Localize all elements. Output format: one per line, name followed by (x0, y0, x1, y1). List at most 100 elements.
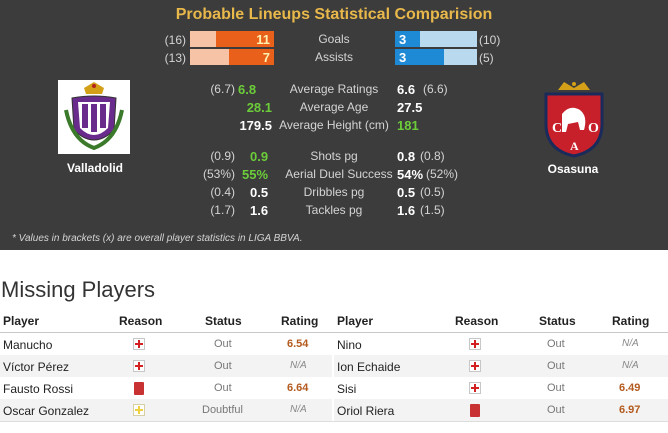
away-tackles-overall: (1.5) (420, 203, 445, 217)
away-assists-bar-bg: 3 (395, 49, 477, 65)
footnote: * Values in brackets (x) are overall pla… (12, 233, 303, 244)
player-name[interactable]: Fausto Rossi (3, 382, 74, 396)
away-shots-overall: (0.8) (420, 149, 445, 163)
away-goals-bar-bg: 3 (395, 31, 477, 47)
red-card-icon (134, 382, 144, 395)
home-dribbles-value: 0.5 (250, 185, 269, 200)
away-goals-bar (395, 31, 420, 47)
player-status: Out (214, 360, 232, 372)
table-row[interactable]: Oriol Riera Out 6.97 (334, 399, 668, 421)
home-assists-overall: (13) (164, 51, 186, 65)
player-rating: N/A (290, 360, 307, 371)
aerial-label: Aerial Duel Success (285, 167, 393, 181)
home-rating-overall: (6.7) (210, 82, 235, 96)
player-name[interactable]: Víctor Pérez (3, 360, 70, 374)
home-rating-value: 6.8 (238, 82, 257, 97)
injury-icon (469, 382, 481, 394)
avg-rating-label: Average Ratings (289, 82, 379, 96)
injury-icon (469, 338, 481, 350)
table-row[interactable]: Ion Echaide Out N/A (334, 355, 668, 377)
avg-height-label: Average Height (cm) (279, 118, 389, 132)
player-status: Out (547, 382, 565, 394)
player-name[interactable]: Oscar Gonzalez (3, 404, 90, 418)
osasuna-crest[interactable]: C O A (540, 80, 608, 158)
tackles-label: Tackles pg (305, 203, 363, 217)
player-rating: 6.54 (287, 338, 309, 350)
home-age-value: 28.1 (246, 100, 272, 115)
home-assists-bar-bg: 7 (190, 49, 274, 65)
home-shots-value: 0.9 (250, 149, 269, 164)
player-status: Out (547, 404, 565, 416)
away-goals-value: 3 (399, 32, 407, 47)
injury-icon (133, 338, 145, 350)
rating-column-header[interactable]: Rating (612, 314, 650, 328)
away-aerial-value: 54% (397, 167, 424, 182)
away-dribbles-value: 0.5 (397, 185, 416, 200)
table-row[interactable]: Manucho Out 6.54 (0, 333, 332, 355)
player-column-header[interactable]: Player (3, 314, 40, 328)
player-column-header[interactable]: Player (337, 314, 374, 328)
comparison-panel: Probable Lineups Statistical Comparision… (0, 0, 668, 250)
away-age-value: 27.5 (397, 100, 423, 115)
red-card-icon (470, 404, 480, 417)
away-aerial-overall: (52%) (426, 167, 459, 181)
player-status: Doubtful (202, 404, 243, 416)
home-goals-bar-bg: 11 (190, 31, 274, 47)
table-bottom-divider (0, 421, 668, 422)
home-team-name[interactable]: Valladolid (66, 161, 123, 175)
home-aerial-overall: (53%) (202, 167, 235, 181)
header-divider (0, 332, 668, 333)
shots-label: Shots pg (310, 149, 358, 163)
missing-players-title: Missing Players (1, 277, 156, 302)
status-column-header[interactable]: Status (539, 314, 576, 328)
player-status: Out (214, 382, 232, 394)
player-name[interactable]: Manucho (3, 338, 53, 352)
player-name[interactable]: Oriol Riera (337, 404, 395, 418)
table-row[interactable]: Fausto Rossi Out 6.64 (0, 377, 332, 399)
away-shots-value: 0.8 (397, 149, 416, 164)
player-rating: 6.49 (619, 382, 641, 394)
away-height-value: 181 (397, 118, 419, 133)
player-rating: N/A (622, 360, 639, 371)
away-rating-overall: (6.6) (423, 82, 448, 96)
panel-title: Probable Lineups Statistical Comparision (175, 6, 493, 23)
valladolid-crest-icon (64, 82, 124, 151)
player-name[interactable]: Sisi (337, 382, 357, 396)
osasuna-crest-icon: C O A (544, 82, 604, 158)
away-goals-overall: (10) (479, 33, 501, 47)
player-rating: N/A (290, 404, 307, 415)
player-name[interactable]: Ion Echaide (337, 360, 401, 374)
reason-column-header[interactable]: Reason (455, 314, 499, 328)
home-tackles-value: 1.6 (250, 203, 269, 218)
rating-column-header[interactable]: Rating (281, 314, 319, 328)
valladolid-crest[interactable] (58, 80, 130, 154)
away-team-name[interactable]: Osasuna (547, 162, 599, 176)
player-status: Out (547, 338, 565, 350)
away-assists-overall: (5) (479, 51, 494, 65)
player-rating: 6.64 (287, 382, 309, 394)
reason-column-header[interactable]: Reason (119, 314, 163, 328)
goals-label: Goals (318, 32, 350, 46)
table-row[interactable]: Víctor Pérez Out N/A (0, 355, 332, 377)
table-row[interactable]: Sisi Out 6.49 (334, 377, 668, 399)
assists-label: Assists (314, 50, 353, 64)
away-rating-value: 6.6 (397, 82, 416, 97)
player-status: Out (214, 338, 232, 350)
home-tackles-overall: (1.7) (210, 203, 235, 217)
status-column-header[interactable]: Status (205, 314, 242, 328)
svg-text:O: O (588, 121, 599, 136)
away-missing-header: Player Reason Status Rating (334, 311, 668, 333)
injury-icon (469, 360, 481, 372)
away-dribbles-overall: (0.5) (420, 185, 445, 199)
player-rating: N/A (622, 338, 639, 349)
home-height-value: 179.5 (239, 118, 272, 133)
svg-text:A: A (570, 139, 579, 153)
home-missing-header: Player Reason Status Rating (0, 311, 332, 333)
home-shots-overall: (0.9) (210, 149, 235, 163)
table-row[interactable]: Nino Out N/A (334, 333, 668, 355)
home-goals-value: 11 (256, 32, 270, 47)
home-aerial-value: 55% (242, 167, 269, 182)
away-assists-value: 3 (399, 50, 407, 65)
table-row[interactable]: Oscar Gonzalez Doubtful N/A (0, 399, 332, 421)
player-name[interactable]: Nino (337, 338, 362, 352)
